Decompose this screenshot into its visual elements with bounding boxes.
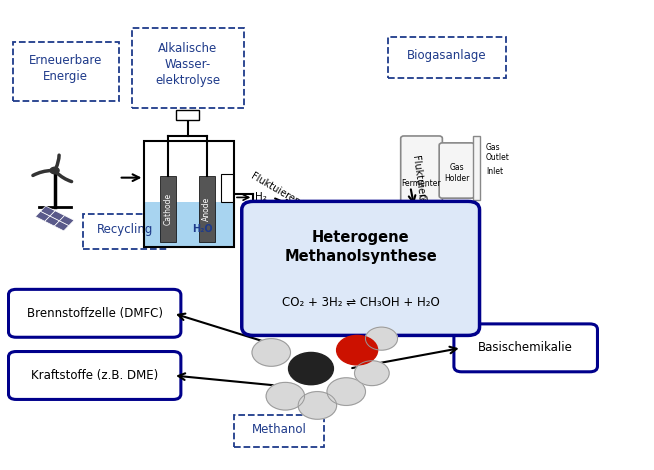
Bar <box>221 174 233 202</box>
Text: CO₂: CO₂ <box>415 193 428 215</box>
FancyBboxPatch shape <box>131 28 244 108</box>
Text: Fermenter: Fermenter <box>402 179 441 188</box>
Text: Anode: Anode <box>202 197 211 221</box>
FancyBboxPatch shape <box>401 136 442 210</box>
Text: Inlet: Inlet <box>486 167 503 176</box>
Text: CO₂ + 3H₂ ⇌ CH₃OH + H₂O: CO₂ + 3H₂ ⇌ CH₃OH + H₂O <box>282 296 439 309</box>
Text: Heterogene
Methanolsynthese: Heterogene Methanolsynthese <box>284 230 437 264</box>
Circle shape <box>327 378 366 406</box>
Text: Basischemikalie: Basischemikalie <box>478 341 573 354</box>
Circle shape <box>337 336 377 365</box>
Circle shape <box>366 327 398 350</box>
FancyBboxPatch shape <box>388 37 506 78</box>
Polygon shape <box>50 211 65 221</box>
Text: Fluktuierend: Fluktuierend <box>249 171 307 211</box>
Bar <box>199 176 215 242</box>
Circle shape <box>266 383 305 410</box>
Circle shape <box>298 392 337 419</box>
Text: Kraftstoffe (z.B. DME): Kraftstoffe (z.B. DME) <box>31 369 158 382</box>
Text: Biogasanlage: Biogasanlage <box>407 49 487 62</box>
FancyBboxPatch shape <box>454 324 598 372</box>
Circle shape <box>50 167 59 174</box>
Text: H₂O: H₂O <box>192 224 213 234</box>
Text: Fluktuierend: Fluktuierend <box>409 155 428 217</box>
Text: Cathode: Cathode <box>164 193 173 225</box>
Circle shape <box>252 338 290 366</box>
Bar <box>145 141 234 246</box>
FancyBboxPatch shape <box>84 214 167 249</box>
FancyBboxPatch shape <box>13 41 119 102</box>
FancyBboxPatch shape <box>9 352 181 400</box>
Circle shape <box>288 352 334 384</box>
Text: Alkalische
Wasser-
elektrolyse: Alkalische Wasser- elektrolyse <box>155 41 220 86</box>
Circle shape <box>354 361 389 385</box>
Polygon shape <box>45 216 60 226</box>
Text: Recycling: Recycling <box>97 223 153 236</box>
Text: Gas
Holder: Gas Holder <box>444 164 470 183</box>
Text: Methanol: Methanol <box>252 423 306 436</box>
Bar <box>473 136 479 200</box>
FancyBboxPatch shape <box>234 415 324 447</box>
Polygon shape <box>54 221 69 231</box>
Text: H₂: H₂ <box>270 202 286 217</box>
Bar <box>176 110 199 120</box>
FancyBboxPatch shape <box>9 290 181 337</box>
FancyBboxPatch shape <box>242 201 479 336</box>
Polygon shape <box>60 216 74 226</box>
Text: H₂: H₂ <box>255 192 267 203</box>
Bar <box>160 176 177 242</box>
Polygon shape <box>41 206 55 216</box>
Polygon shape <box>35 212 50 221</box>
FancyBboxPatch shape <box>439 143 474 198</box>
Text: Gas
Outlet: Gas Outlet <box>486 143 510 162</box>
Text: Erneuerbare
Energie: Erneuerbare Energie <box>29 54 103 83</box>
Bar <box>145 202 234 246</box>
Text: Brennstoffzelle (DMFC): Brennstoffzelle (DMFC) <box>27 307 163 320</box>
